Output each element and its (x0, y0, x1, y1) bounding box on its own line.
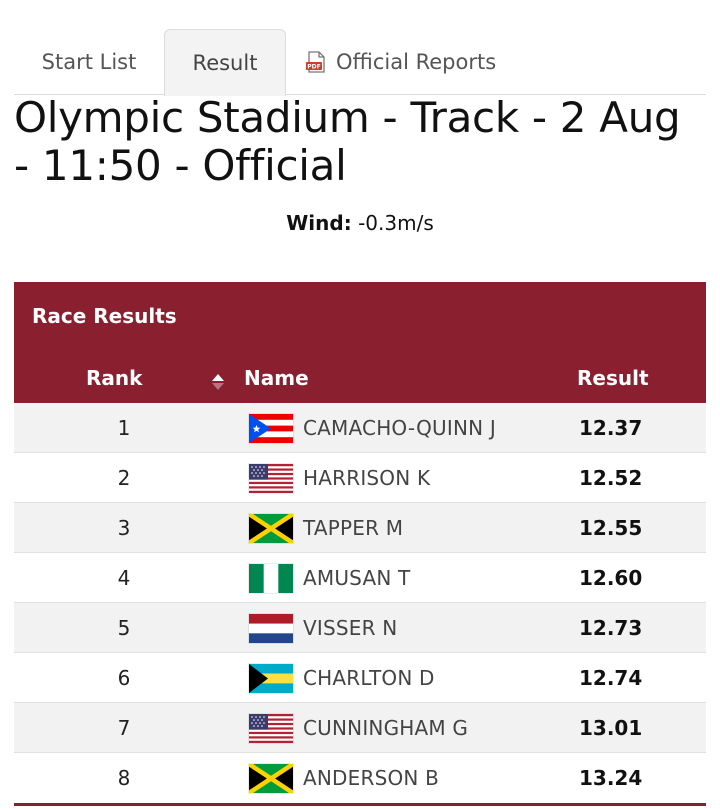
rank-cell: 3 (117, 516, 131, 540)
flag-bahamas-icon (249, 664, 293, 693)
tab-start-list-label: Start List (41, 50, 137, 74)
athlete-name[interactable]: CAMACHO-QUINN J (303, 416, 496, 440)
athlete-name[interactable]: AMUSAN T (303, 566, 411, 590)
flag-puerto-rico-icon (249, 414, 293, 443)
athlete-name[interactable]: CUNNINGHAM G (303, 716, 469, 740)
athlete-name[interactable]: VISSER N (303, 616, 398, 640)
race-results-panel: Race Results Rank Name Result 1 CAMACHO-… (14, 282, 706, 806)
table-row[interactable]: 4 AMUSAN T 12.60 (14, 553, 706, 603)
column-header-name[interactable]: Name (244, 366, 309, 390)
tab-result-label: Result (192, 51, 258, 75)
column-header-result[interactable]: Result (577, 366, 649, 390)
rank-cell: 6 (117, 666, 131, 690)
rank-cell: 2 (117, 466, 131, 490)
wind-label: Wind: (286, 211, 352, 235)
table-row[interactable]: 3 TAPPER M 12.55 (14, 503, 706, 553)
flag-netherlands-icon (249, 614, 293, 643)
athlete-name[interactable]: TAPPER M (303, 516, 404, 540)
result-cell: 12.37 (579, 416, 643, 440)
athlete-name[interactable]: ANDERSON B (303, 766, 440, 790)
tab-start-list[interactable]: Start List (14, 29, 164, 95)
tab-official-reports[interactable]: PDF Official Reports (304, 29, 534, 95)
table-row[interactable]: 5 VISSER N 12.73 (14, 603, 706, 653)
rank-cell: 5 (117, 616, 131, 640)
tab-official-reports-label: Official Reports (336, 50, 497, 74)
rank-cell: 1 (117, 416, 131, 440)
result-cell: 12.73 (579, 616, 643, 640)
tab-bar: Start List Result PDF Official Reports (14, 29, 706, 96)
result-cell: 12.60 (579, 566, 643, 590)
result-cell: 13.24 (579, 766, 643, 790)
rank-cell: 7 (117, 716, 131, 740)
result-cell: 13.01 (579, 716, 643, 740)
wind-value: -0.3m/s (358, 211, 434, 235)
results-table: 1 CAMACHO-QUINN J 12.37 2 (14, 403, 706, 806)
flag-jamaica-icon (249, 764, 293, 793)
rank-cell: 4 (117, 566, 131, 590)
result-cell: 12.52 (579, 466, 643, 490)
table-row[interactable]: 2 HARRISON K 12.52 (14, 453, 706, 503)
athlete-name[interactable]: CHARLTON D (303, 666, 435, 690)
result-cell: 12.55 (579, 516, 643, 540)
wind-info: Wind: -0.3m/s (0, 211, 720, 235)
table-row[interactable]: 1 CAMACHO-QUINN J 12.37 (14, 403, 706, 453)
table-row[interactable]: 7 CUNNINGHAM G 13.01 (14, 703, 706, 753)
flag-jamaica-icon (249, 514, 293, 543)
athlete-name[interactable]: HARRISON K (303, 466, 431, 490)
panel-title: Race Results (32, 304, 177, 328)
flag-united-states-icon (249, 464, 293, 493)
column-header-rank[interactable]: Rank (86, 366, 143, 390)
svg-text:PDF: PDF (307, 63, 320, 70)
pdf-icon: PDF (306, 51, 325, 73)
panel-header: Race Results Rank Name Result (14, 282, 706, 403)
page-title: Olympic Stadium - Track - 2 Aug - 11:50 … (14, 93, 681, 190)
flag-united-states-icon (249, 714, 293, 743)
table-row[interactable]: 8 ANDERSON B 13.24 (14, 753, 706, 803)
sort-icon[interactable] (211, 372, 225, 392)
result-cell: 12.74 (579, 666, 643, 690)
rank-cell: 8 (117, 766, 131, 790)
table-row[interactable]: 6 CHARLTON D 12.74 (14, 653, 706, 703)
tab-result[interactable]: Result (164, 29, 286, 96)
flag-nigeria-icon (249, 564, 293, 593)
